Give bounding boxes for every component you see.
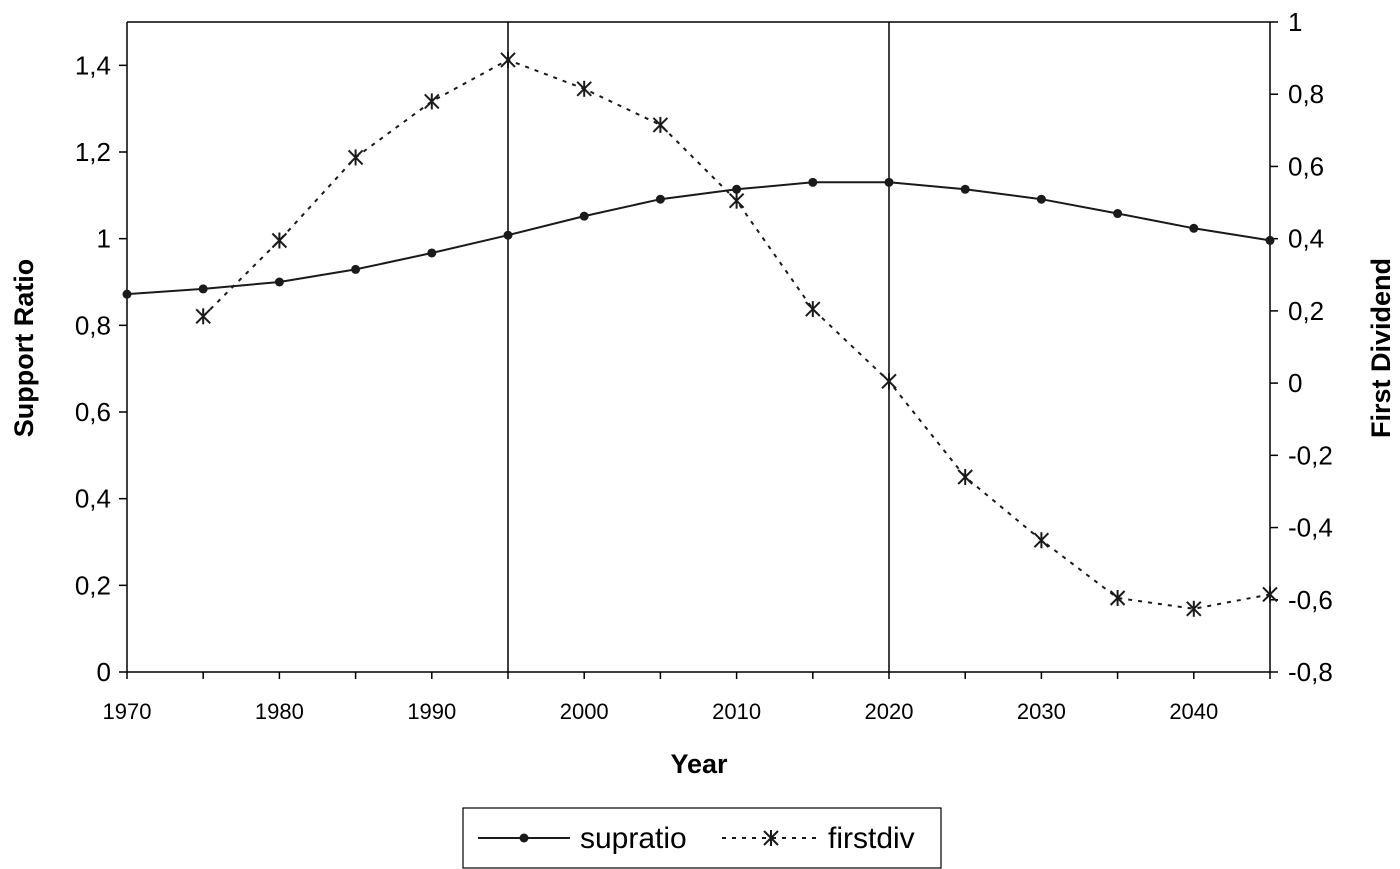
y-axis-left-title: Support Ratio (9, 259, 39, 437)
y-left-tick-label: 1,2 (75, 137, 111, 167)
y-left-tick-label: 0,4 (75, 484, 111, 514)
y-right-tick-label: -0,2 (1288, 440, 1333, 470)
x-axis: 1970 1980 1990 2000 2010 2020 2030 2040 (103, 672, 1271, 724)
data-point-supratio (884, 177, 894, 187)
data-point-firstdiv (347, 149, 364, 166)
data-point-supratio (1036, 194, 1046, 204)
data-point-supratio (655, 194, 665, 204)
data-point-firstdiv (424, 93, 440, 110)
data-point-supratio (960, 184, 970, 194)
data-point-supratio (1189, 223, 1199, 233)
y-left-tick-label: 1,4 (75, 50, 111, 80)
data-point-firstdiv (652, 116, 669, 133)
data-point-firstdiv (957, 469, 973, 485)
y-axis-left: 0 0,2 0,4 0,6 0,8 1 1,2 1,4 (75, 50, 127, 687)
data-point-firstdiv (271, 232, 288, 249)
x-tick-label: 1970 (103, 699, 152, 724)
y-axis-right: -0,8 -0,6 -0,4 -0,2 0 0,2 0,4 0,6 0,8 1 (1270, 7, 1333, 687)
data-point-firstdiv (576, 80, 592, 97)
y-right-tick-label: -0,8 (1288, 657, 1333, 687)
y-right-tick-label: 0 (1288, 368, 1302, 398)
y-left-tick-label: 0,6 (75, 397, 111, 427)
legend: supratio firstdiv (462, 807, 942, 869)
data-point-firstdiv (1262, 586, 1278, 603)
x-tick-label: 2010 (712, 699, 761, 724)
x-tick-label: 1980 (255, 699, 304, 724)
data-point-supratio (274, 277, 284, 287)
x-tick-label: 2030 (1017, 699, 1066, 724)
data-point-supratio (122, 289, 132, 299)
y-right-tick-label: 0,6 (1288, 151, 1324, 181)
data-point-supratio (427, 248, 437, 258)
x-tick-label: 2000 (560, 699, 609, 724)
y-left-tick-label: 1 (97, 224, 111, 254)
data-point-supratio (579, 211, 589, 221)
y-right-tick-label: -0,6 (1288, 585, 1333, 615)
x-tick-label: 2020 (865, 699, 914, 724)
legend-firstdiv-marker (763, 830, 779, 846)
x-tick-label: 2040 (1169, 699, 1218, 724)
y-axis-right-title: First Dividend (1366, 258, 1396, 438)
data-point-firstdiv (500, 51, 516, 68)
y-left-tick-label: 0,8 (75, 310, 111, 340)
y-right-tick-label: -0,4 (1288, 513, 1333, 543)
data-point-firstdiv (1186, 600, 1202, 617)
x-axis-title: Year (670, 749, 728, 779)
data-point-firstdiv (805, 301, 821, 318)
y-left-tick-label: 0 (97, 657, 111, 687)
y-right-tick-label: 0,4 (1288, 224, 1324, 254)
y-right-tick-label: 1 (1288, 7, 1302, 37)
y-left-tick-label: 0,2 (75, 570, 111, 600)
data-point-firstdiv (1109, 590, 1126, 606)
data-point-supratio (808, 177, 818, 187)
data-point-firstdiv (195, 308, 211, 325)
data-point-firstdiv (881, 373, 897, 390)
data-point-supratio (198, 284, 208, 294)
data-point-firstdiv (1033, 532, 1050, 549)
legend-supratio-marker (519, 833, 529, 843)
legend-supratio-label: supratio (580, 822, 687, 855)
legend-firstdiv-label: firstdiv (828, 822, 915, 855)
data-point-supratio (351, 264, 361, 274)
series-layer (122, 51, 1278, 617)
x-tick-label: 1990 (407, 699, 456, 724)
plot-area (126, 21, 1271, 673)
y-right-tick-label: 0,2 (1288, 296, 1324, 326)
data-point-firstdiv (728, 192, 745, 209)
data-point-supratio (1265, 235, 1275, 245)
data-point-supratio (1113, 209, 1123, 219)
data-point-supratio (732, 184, 742, 194)
series-line-supratio (126, 181, 1271, 296)
data-point-supratio (503, 230, 513, 240)
y-right-tick-label: 0,8 (1288, 79, 1324, 109)
series-line-firstdiv (202, 58, 1271, 610)
